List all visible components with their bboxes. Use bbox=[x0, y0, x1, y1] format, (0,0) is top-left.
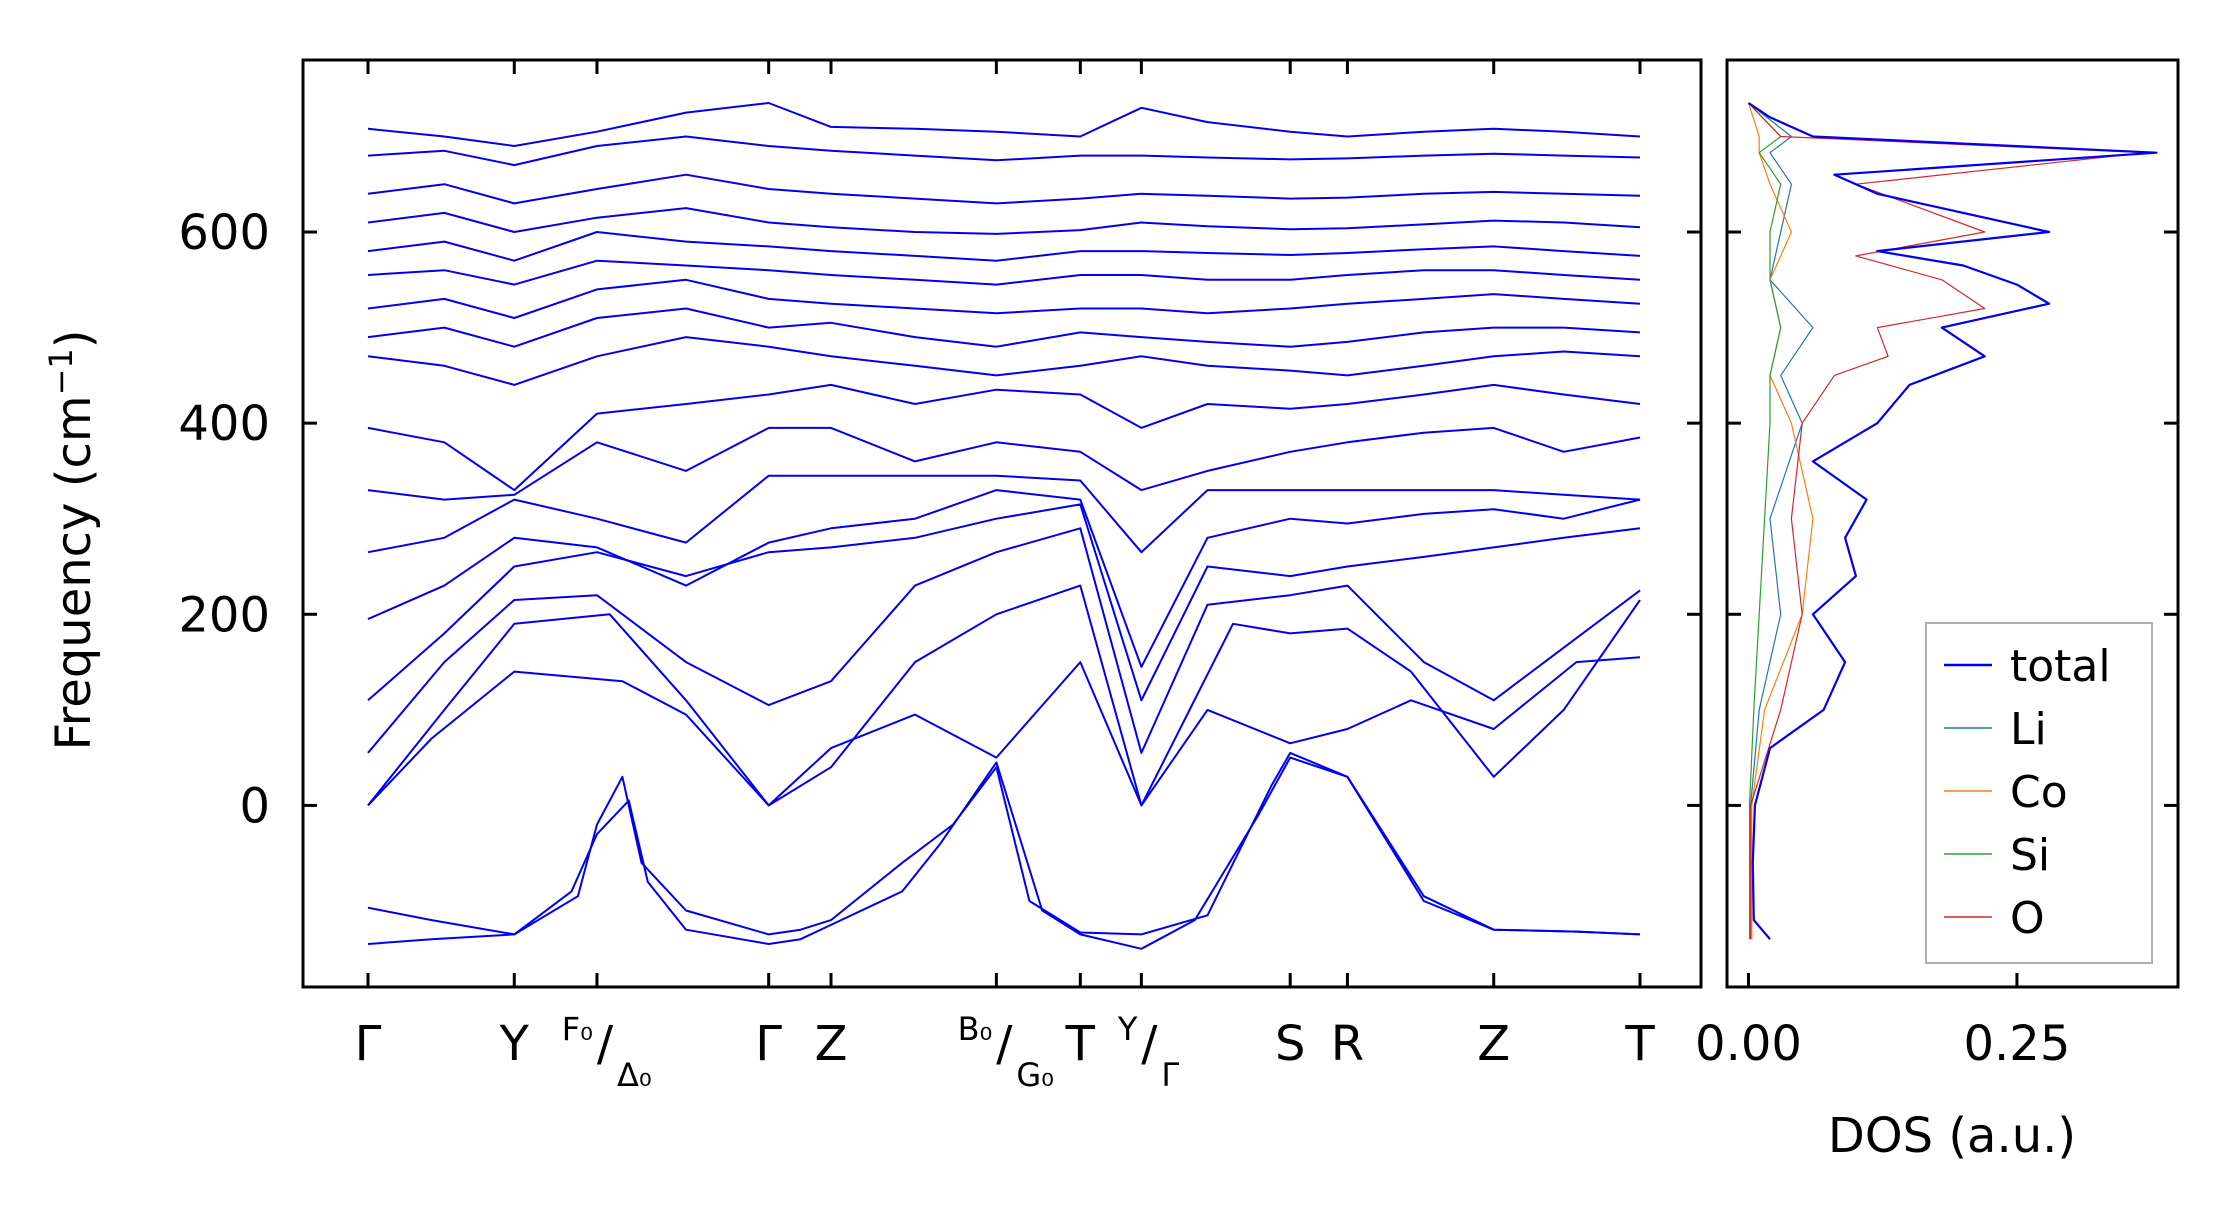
dos-curve-total bbox=[1747, 102, 2158, 940]
kpoint-label-sub: Γ bbox=[1161, 1056, 1179, 1094]
band-x-axis-ticks: Γ Y F₀/Δ₀Γ Z B₀/G₀T Y/ΓS R Z T bbox=[355, 60, 1655, 1094]
legend-label-si: Si bbox=[2010, 830, 2050, 881]
legend-label-total: total bbox=[2010, 641, 2111, 692]
band-line-7 bbox=[367, 489, 1641, 668]
kpoint-label: Γ bbox=[355, 1016, 382, 1072]
kpoint-label: T bbox=[1624, 1016, 1655, 1072]
dos-xtick-label: 0.00 bbox=[1695, 1016, 1802, 1072]
band-ytick-label: 200 bbox=[178, 587, 270, 643]
band-line-10 bbox=[367, 383, 1641, 492]
kpoint-label: T bbox=[1065, 1016, 1096, 1072]
kpoint-label-main: Γ bbox=[755, 1016, 782, 1072]
band-ytick-label: 0 bbox=[239, 778, 270, 834]
kpoint-label-sub: Δ₀ bbox=[617, 1056, 652, 1094]
kpoint-label-main: Γ bbox=[355, 1016, 382, 1072]
band-lines bbox=[367, 102, 1641, 950]
kpoint-label-sup: Y bbox=[1117, 1010, 1138, 1048]
kpoint-label: S bbox=[1275, 1016, 1305, 1072]
band-y-axis-label: Frequency (cm−1) bbox=[42, 329, 102, 750]
band-line-4 bbox=[367, 584, 1641, 807]
kpoint-label-slash: / bbox=[597, 1016, 614, 1072]
kpoint-label-slash: / bbox=[1141, 1016, 1158, 1072]
kpoint-label: B₀/G₀ bbox=[958, 1010, 1054, 1094]
kpoint-label: Y/Γ bbox=[1117, 1010, 1180, 1094]
kpoint-label-main: S bbox=[1275, 1016, 1305, 1072]
legend-label-li: Li bbox=[2010, 704, 2047, 755]
kpoint-label-main: T bbox=[1624, 1016, 1655, 1072]
dos-x-axis-ticks: 0.00 0.25 bbox=[1695, 973, 2070, 1072]
kpoint-label-sup: F₀ bbox=[562, 1010, 593, 1048]
dos-curve-si bbox=[1748, 102, 1782, 940]
band-line-9 bbox=[367, 426, 1641, 501]
dos-plot-frame bbox=[1725, 58, 2180, 989]
kpoint-label-sup: B₀ bbox=[958, 1010, 993, 1048]
dos-y-axis-ticks bbox=[1727, 230, 2178, 807]
band-y-axis-ticks: 0 200 400 600 bbox=[178, 205, 1701, 834]
band-line-17 bbox=[367, 173, 1641, 205]
kpoint-label: Y bbox=[499, 1016, 530, 1072]
kpoint-label: Γ bbox=[755, 1016, 782, 1072]
band-line-18 bbox=[367, 135, 1641, 167]
kpoint-label-sub: G₀ bbox=[1016, 1056, 1054, 1094]
dos-legend: total Li Co Si O bbox=[1925, 622, 2153, 964]
dos-lines bbox=[1747, 102, 2158, 940]
kpoint-label-main: T bbox=[1065, 1016, 1096, 1072]
dos-xtick-label: 0.25 bbox=[1963, 1016, 2070, 1072]
band-line-15 bbox=[367, 231, 1641, 262]
kpoint-label: Z bbox=[815, 1016, 848, 1072]
band-line-11 bbox=[367, 336, 1641, 386]
band-line-13 bbox=[367, 278, 1641, 319]
dos-panel: 0.00 0.25 total Li Co Si O bbox=[1695, 58, 2180, 1072]
legend-label-o: O bbox=[2010, 893, 2045, 944]
kpoint-label: F₀/Δ₀ bbox=[562, 1010, 652, 1094]
legend-label-co: Co bbox=[2010, 767, 2068, 818]
dos-curve-o bbox=[1748, 102, 2147, 940]
legend-box bbox=[1925, 622, 2153, 964]
kpoint-label-main: R bbox=[1331, 1016, 1364, 1072]
band-ytick-label: 400 bbox=[178, 396, 270, 452]
band-line-14 bbox=[367, 259, 1641, 286]
band-line-16 bbox=[367, 207, 1641, 235]
kpoint-label: Z bbox=[1477, 1016, 1510, 1072]
band-line-2 bbox=[367, 751, 1641, 936]
dos-curve-li bbox=[1748, 102, 1814, 940]
band-plot-frame bbox=[301, 58, 1703, 989]
band-ytick-label: 600 bbox=[178, 205, 270, 261]
kpoint-label-main: Z bbox=[1477, 1016, 1510, 1072]
dos-x-axis-label: DOS (a.u.) bbox=[1828, 1108, 2076, 1164]
band-line-6 bbox=[367, 503, 1641, 702]
kpoint-label-main: Y bbox=[499, 1016, 530, 1072]
kpoint-label: R bbox=[1331, 1016, 1364, 1072]
band-line-8 bbox=[367, 474, 1641, 554]
kpoint-label-slash: / bbox=[996, 1016, 1013, 1072]
band-line-19 bbox=[367, 102, 1641, 147]
band-line-5 bbox=[367, 527, 1641, 754]
band-line-12 bbox=[367, 307, 1641, 348]
band-line-3 bbox=[367, 656, 1641, 807]
kpoint-label-main: Z bbox=[815, 1016, 848, 1072]
